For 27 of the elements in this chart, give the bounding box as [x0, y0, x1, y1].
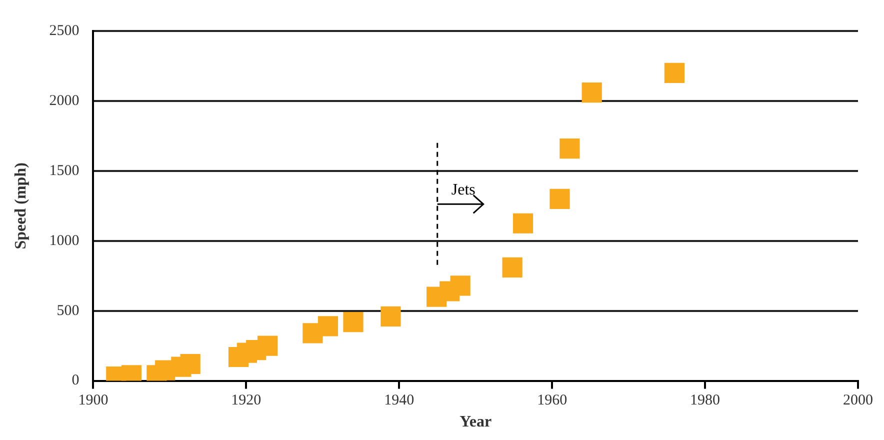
y-tick-label: 500 [56, 302, 80, 319]
point [560, 138, 580, 159]
point [180, 354, 200, 374]
point [582, 82, 602, 103]
point [512, 213, 534, 234]
point [450, 276, 470, 296]
point [550, 188, 570, 209]
y-axis-title: Speed (mph) [12, 162, 30, 250]
point [343, 312, 364, 332]
x-tick-label: 1940 [384, 392, 414, 409]
point [258, 336, 278, 356]
ref-line-label: Jets [451, 181, 476, 198]
x-tick-label: 1920 [231, 392, 262, 409]
point [502, 257, 522, 278]
x-tick-label: 1960 [537, 392, 568, 409]
x-tick-label: 1900 [78, 392, 108, 409]
point [380, 306, 401, 326]
y-tick-label: 1500 [49, 162, 80, 179]
point [318, 316, 338, 336]
y-tick-label: 2500 [49, 22, 80, 39]
point [664, 62, 684, 84]
y-tick-label: 1000 [49, 232, 80, 249]
x-tick-label: 2000 [843, 392, 873, 409]
y-tick-label: 0 [72, 372, 80, 389]
x-axis-title: Year [460, 414, 492, 431]
y-tick-label: 2000 [49, 92, 80, 109]
x-tick-label: 1980 [690, 392, 720, 409]
